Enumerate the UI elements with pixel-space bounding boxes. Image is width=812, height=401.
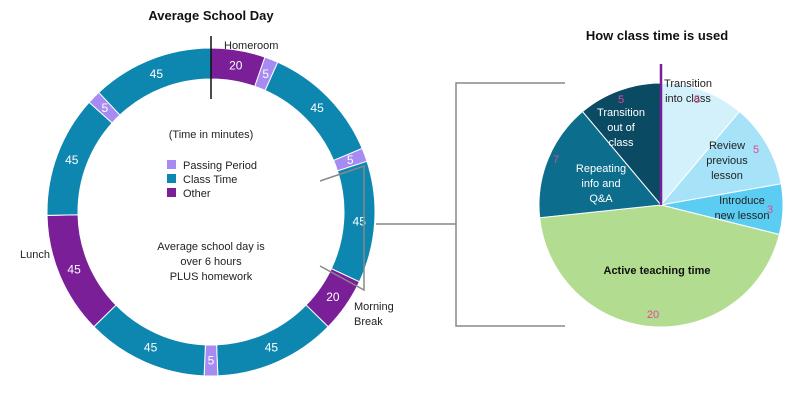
pie-slice-value-4: 20 bbox=[647, 309, 659, 321]
zoom-frame bbox=[455, 82, 565, 327]
center-text-line-2: over 6 hours bbox=[180, 256, 242, 268]
legend-swatch-class_time bbox=[167, 174, 176, 183]
donut-segment-value-11: 45 bbox=[65, 153, 79, 167]
donut-segment-13 bbox=[98, 47, 212, 116]
donut-chart: 20 Homeroom 5 45 5 45 20 Morning Break 45 5 45 45 Lun… bbox=[20, 36, 394, 377]
donut-segment-label-6: Morning Break bbox=[354, 301, 394, 328]
legend-label-other: Other bbox=[183, 188, 211, 200]
pie-slice-label-line: out of bbox=[607, 122, 635, 134]
legend-swatch-other bbox=[167, 188, 176, 197]
donut-segment-value-9: 45 bbox=[144, 341, 158, 355]
center-text-line-1: Average school day is bbox=[157, 241, 265, 253]
pie-slice-label-line: previous bbox=[706, 155, 748, 167]
pie-slice-4 bbox=[539, 204, 780, 328]
pie-slice-label-2: Review previous lesson bbox=[706, 140, 748, 182]
pie-slice-value-2: 5 bbox=[753, 144, 759, 156]
pie-slice-1 bbox=[660, 82, 741, 207]
connector-lines bbox=[319, 82, 565, 327]
pie-slice-2 bbox=[659, 110, 782, 206]
donut-segment-value-4: 5 bbox=[347, 153, 354, 167]
pie-slice-label-3: Introduce new lesson bbox=[714, 195, 769, 222]
legend-swatch-passing bbox=[167, 160, 176, 169]
legend-label-class_time: Class Time bbox=[183, 174, 237, 186]
donut-segment-value-2: 5 bbox=[262, 67, 269, 81]
donut-segment-value-7: 45 bbox=[265, 341, 279, 355]
pie-slice-label-line: lesson bbox=[711, 170, 743, 182]
donut-center-text: Average school day is over 6 hours PLUS ho… bbox=[157, 241, 265, 283]
donut-segment-label-line: Homeroom bbox=[224, 40, 278, 52]
pie-slice-label-1: Transition into class bbox=[664, 78, 712, 105]
donut-segment-10 bbox=[46, 214, 117, 328]
donut-segment-value-5: 45 bbox=[353, 214, 367, 228]
pie-slice-label-line: Introduce bbox=[719, 195, 765, 207]
pie-title: How class time is used bbox=[586, 28, 728, 43]
donut-segment-label-line: Lunch bbox=[20, 249, 50, 261]
donut-segment-label-1: Homeroom bbox=[224, 40, 278, 52]
pie-slice-label-line: Transition bbox=[597, 107, 645, 119]
pie-slice-label-line: new lesson bbox=[714, 210, 769, 222]
donut-segment-label-10: Lunch bbox=[20, 249, 50, 261]
pie-slice-value-5: 7 bbox=[553, 154, 559, 166]
pie-slice-value-6: 5 bbox=[618, 94, 624, 106]
donut-segment-value-10: 45 bbox=[67, 263, 81, 277]
pie-slice-label-line: Active teaching time bbox=[604, 265, 711, 277]
donut-title: Average School Day bbox=[148, 8, 274, 23]
donut-segment-value-1: 20 bbox=[229, 59, 243, 73]
donut-segment-value-6: 20 bbox=[326, 290, 340, 304]
pie-slice-label-line: Q&A bbox=[589, 193, 613, 205]
pie-slice-label-5: Repeating info and Q&A bbox=[576, 163, 626, 205]
donut-subtitle: (Time in minutes) bbox=[169, 129, 254, 141]
donut-segment-11 bbox=[46, 101, 113, 216]
pie-slice-label-line: Repeating bbox=[576, 163, 626, 175]
pie-slice-label-4: Active teaching time bbox=[604, 265, 711, 277]
pie-slice-5 bbox=[538, 110, 662, 219]
pie-slice-6 bbox=[581, 82, 662, 207]
zoom-bracket bbox=[319, 164, 365, 292]
donut-segment-label-line: Break bbox=[354, 316, 383, 328]
donut-segment-value-12: 5 bbox=[102, 101, 109, 115]
donut-segment-label-line: Morning bbox=[354, 301, 394, 313]
donut-segment-value-8: 5 bbox=[208, 354, 215, 368]
donut-segment-value-13: 45 bbox=[150, 67, 164, 81]
pie-slice-label-line: into class bbox=[665, 93, 711, 105]
donut-segment-value-3: 45 bbox=[310, 101, 324, 115]
legend-label-passing: Passing Period bbox=[183, 160, 257, 172]
pie-slice-label-line: Review bbox=[709, 140, 745, 152]
pie-slice-value-3: 3 bbox=[767, 204, 773, 216]
pie-slice-label-line: info and bbox=[581, 178, 620, 190]
pie-slice-value-1: 5 bbox=[694, 94, 700, 106]
pie-slice-label-line: Transition bbox=[664, 78, 712, 90]
pie-slice-label-line: class bbox=[608, 137, 634, 149]
center-text-line-3: PLUS homework bbox=[170, 271, 253, 283]
legend: Passing Period Class Time Other bbox=[167, 160, 257, 200]
pie-slice-label-6: Transition out of class bbox=[597, 107, 645, 149]
